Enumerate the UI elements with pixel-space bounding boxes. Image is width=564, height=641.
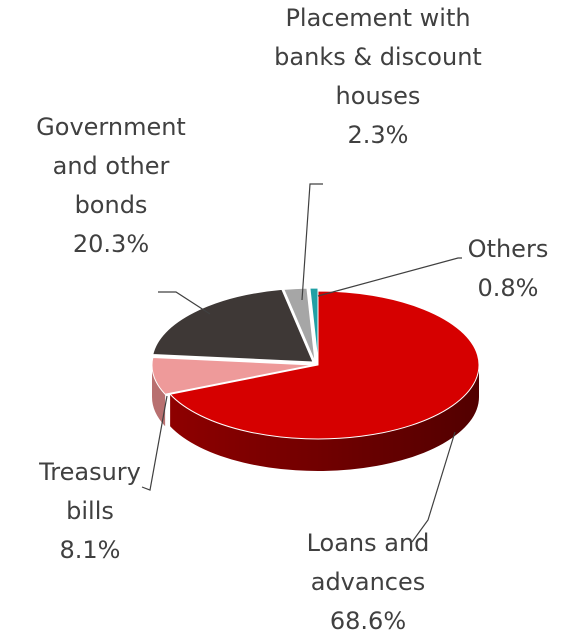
data-label-value: 8.1% <box>59 536 121 564</box>
data-label-loans-and-advances: Loans and advances 68.6% <box>280 524 456 641</box>
data-label-value: 68.6% <box>329 607 407 635</box>
data-label-placement-with-banks-discount-houses: Placement with banks & discount houses 2.3% <box>246 0 510 155</box>
data-label-value: 20.3% <box>72 230 150 258</box>
data-label-name-line: Placement with <box>285 4 471 32</box>
data-label-name-line: bills <box>66 497 114 525</box>
leader-line-treasury-bills <box>141 395 168 491</box>
data-label-name-line: Others <box>467 235 549 263</box>
leader-line-government-and-other-bonds <box>158 291 211 315</box>
data-label-name-line: houses <box>335 82 421 110</box>
data-label-value: 2.3% <box>347 121 409 149</box>
pie-slice-others <box>309 287 319 363</box>
data-label-government-and-other-bonds: Government and other bonds 20.3% <box>8 108 214 264</box>
pie-slice-treasury-bills <box>151 356 314 395</box>
leader-line-placement-with-banks <box>301 183 323 301</box>
data-label-name-line: and other <box>52 152 170 180</box>
leader-line-others <box>317 257 462 297</box>
data-label-others: Others 0.8% <box>448 230 564 308</box>
data-label-name-line: Government <box>36 113 186 141</box>
pie-slice-side-loans-and-advances <box>170 365 479 471</box>
data-label-name-line: Treasury <box>39 458 141 486</box>
pie-slice-government-and-other-bonds <box>152 288 314 363</box>
pie-slice-loans-and-advances <box>169 290 480 440</box>
data-label-name-line: bonds <box>74 191 148 219</box>
data-label-name-line: advances <box>310 568 426 596</box>
data-label-name-line: banks & discount <box>274 43 482 71</box>
pie-slice-placement-with-banks-discount-houses <box>283 287 316 363</box>
data-label-treasury-bills: Treasury bills 8.1% <box>20 453 160 570</box>
leader-line-loans-and-advances <box>411 431 456 543</box>
data-label-name-line: Loans and <box>306 529 430 557</box>
data-label-value: 0.8% <box>477 274 539 302</box>
